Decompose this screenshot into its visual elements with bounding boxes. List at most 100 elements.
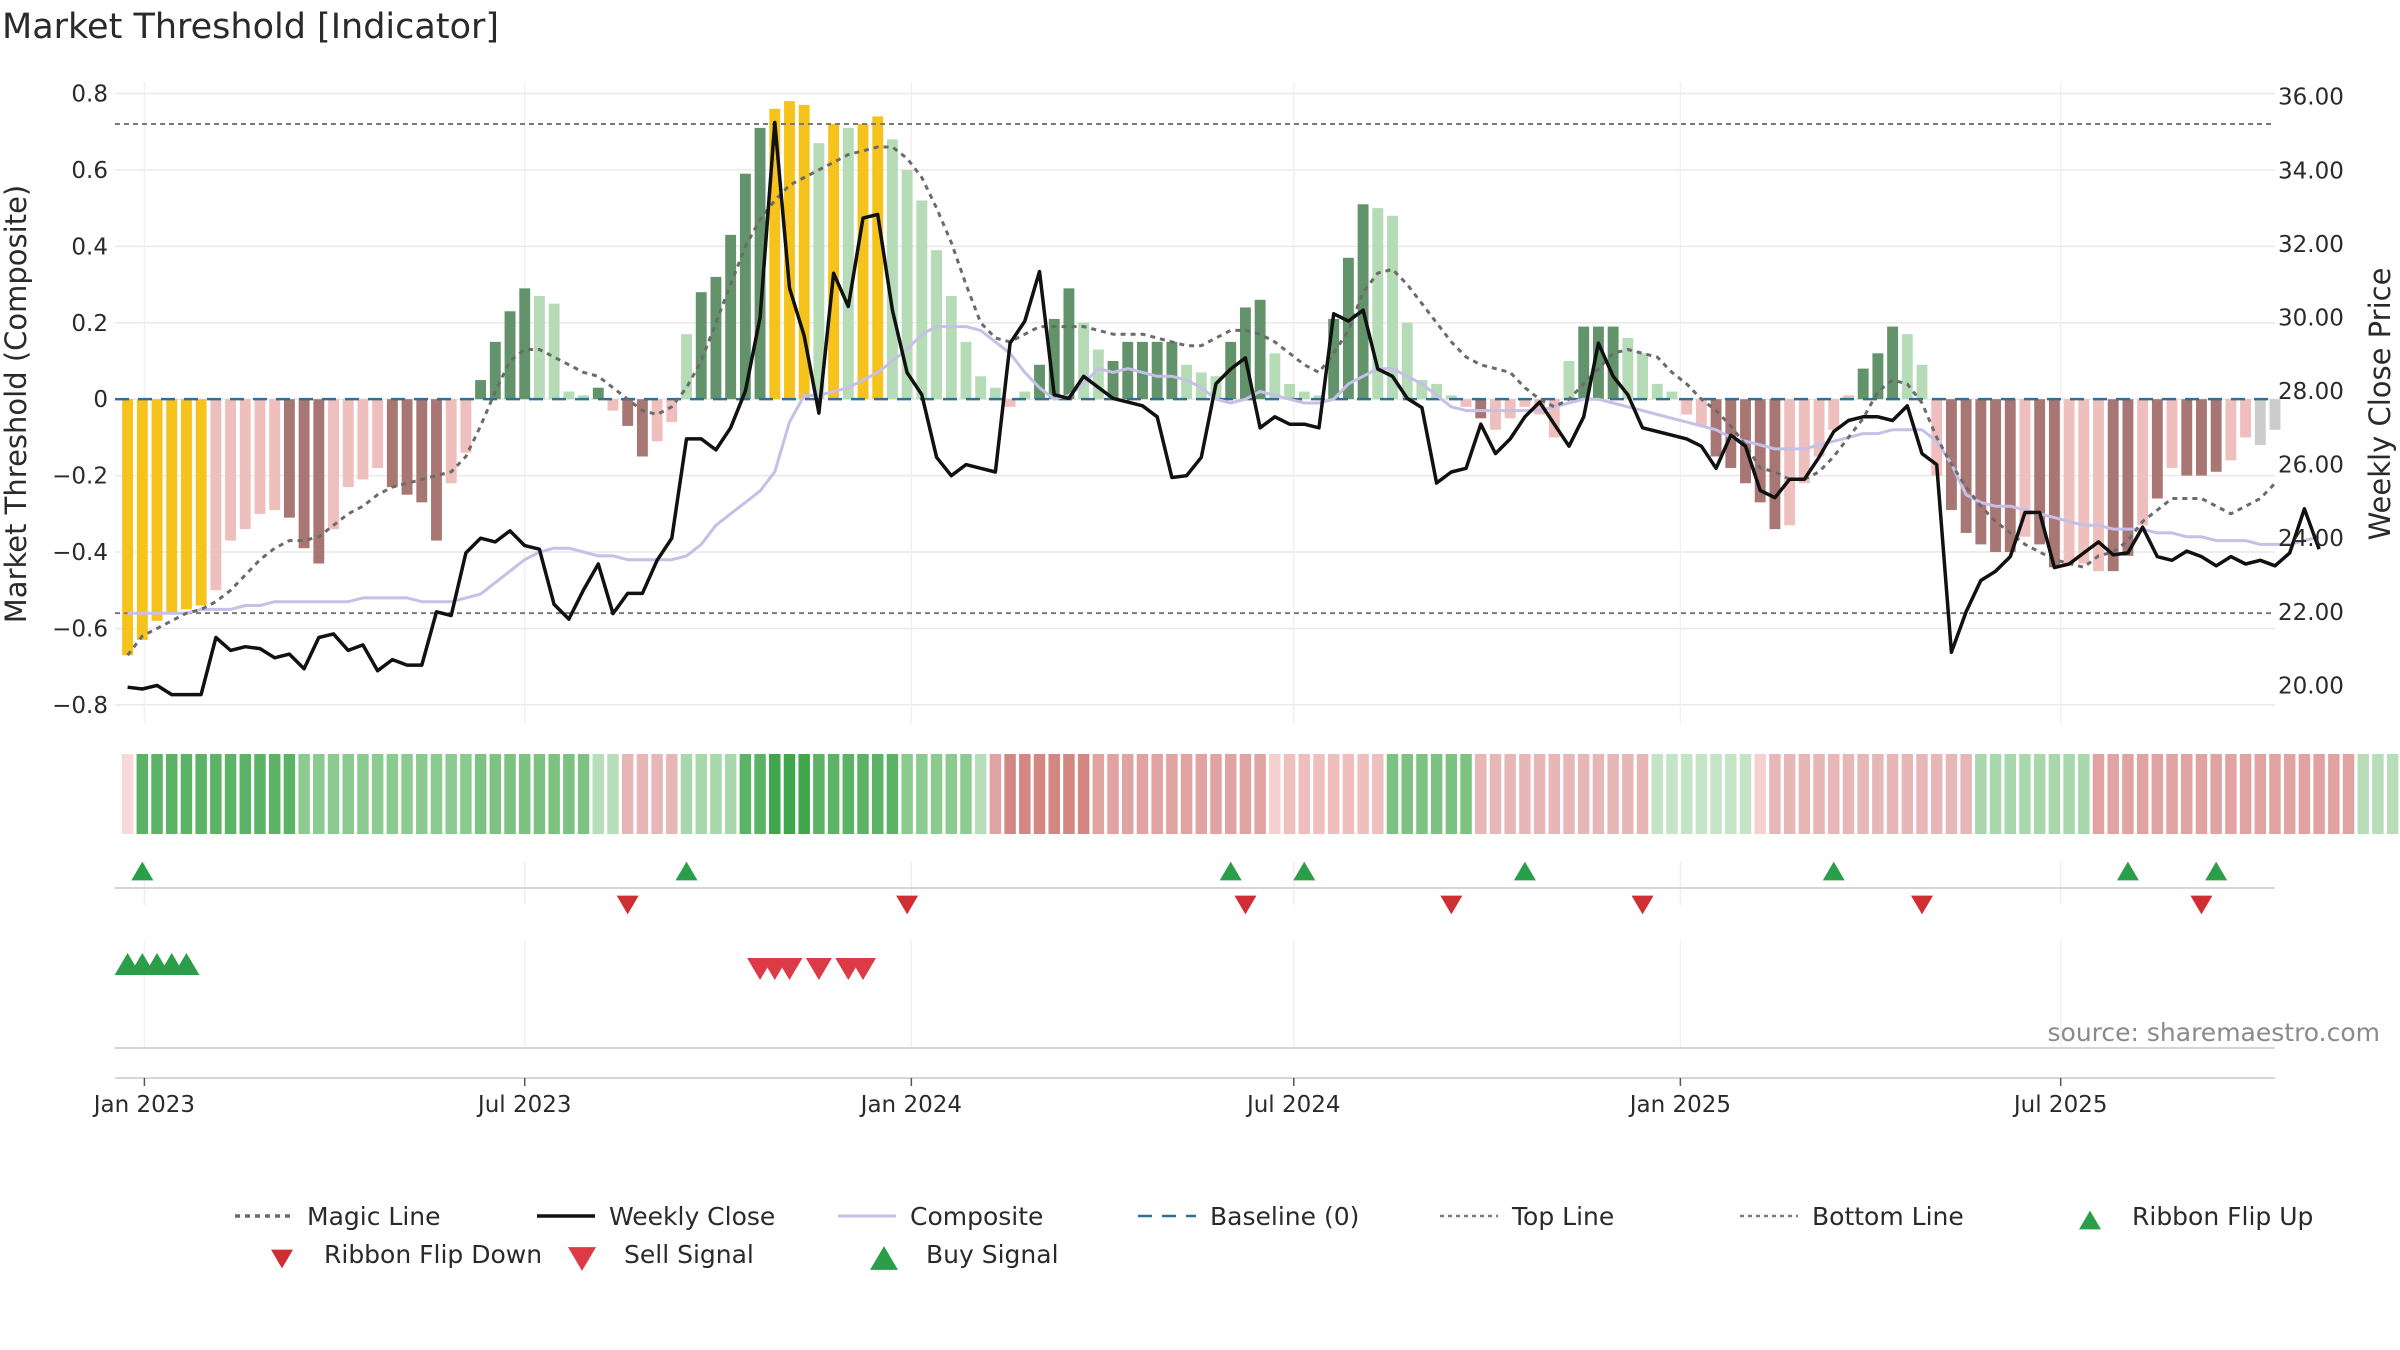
ribbon-cell	[1019, 754, 1031, 834]
ribbon-flip-down-marker	[1440, 895, 1463, 915]
composite-bar	[1945, 399, 1957, 510]
y2-tick-label: 30.00	[2278, 305, 2344, 331]
y2-tick-label: 22.00	[2278, 600, 2344, 626]
composite-bar	[2034, 399, 2046, 545]
composite-bar	[960, 341, 972, 400]
ribbon-flip-down-marker	[2190, 895, 2213, 915]
composite-bar	[342, 399, 354, 488]
ribbon-cell	[357, 754, 369, 834]
composite-bar	[166, 399, 178, 614]
ribbon-cell	[1151, 754, 1163, 834]
composite-bar	[784, 101, 795, 400]
ribbon-flip-down-marker	[616, 895, 639, 915]
composite-bar	[2225, 399, 2237, 461]
ribbon-cell	[136, 754, 149, 834]
ribbon-cell	[1254, 754, 1266, 834]
ribbon-cell	[1563, 754, 1575, 834]
y-tick-label: −0.8	[52, 693, 108, 719]
ribbon-cell	[151, 754, 163, 834]
composite-bar	[563, 391, 575, 400]
composite-bar	[1342, 257, 1354, 400]
composite-bar	[313, 399, 325, 564]
ribbon-cell	[1666, 754, 1678, 834]
ribbon-cell	[2357, 754, 2369, 834]
ribbon-flip-down-marker	[1234, 895, 1257, 915]
composite-bar	[1298, 391, 1310, 400]
composite-bar	[475, 380, 487, 400]
composite-bar	[2093, 399, 2104, 572]
composite-bar	[2078, 399, 2090, 564]
ribbon-cell	[239, 754, 252, 834]
buy-signal-marker	[173, 952, 200, 976]
ribbon-cell	[577, 754, 590, 834]
ribbon-cell	[916, 754, 928, 834]
ribbon-cell	[2269, 754, 2281, 834]
y-tick-label: −0.2	[52, 464, 108, 490]
ribbon-cell	[1489, 754, 1502, 834]
ribbon-cell	[210, 754, 222, 834]
ribbon-cell	[2225, 754, 2237, 834]
composite-bar	[828, 124, 840, 400]
ribbon-cell	[1695, 754, 1708, 834]
ribbon-cell	[563, 754, 575, 834]
ribbon-cell	[2195, 754, 2208, 834]
composite-bar	[122, 399, 134, 656]
ribbon-cell	[474, 754, 487, 834]
composite-bar	[622, 399, 634, 426]
composite-bar	[1269, 353, 1281, 400]
y-tick-label: 0.2	[71, 311, 108, 337]
y2-tick-label: 26.00	[2278, 453, 2344, 479]
reference-lines	[115, 123, 2275, 615]
composite-bar	[431, 399, 442, 541]
composite-bars	[122, 101, 2281, 656]
legend-item: Baseline (0)	[1138, 1202, 1359, 1231]
ribbon-cell	[621, 754, 634, 834]
x-tick-label: Jul 2023	[476, 1092, 572, 1118]
composite-bar	[1622, 338, 1634, 400]
composite-bar	[2004, 399, 2016, 553]
composite-bar	[386, 399, 398, 488]
composite-bar	[1960, 399, 1972, 533]
composite-bar	[607, 399, 619, 411]
composite-bar	[533, 296, 545, 400]
ribbon-cell	[798, 754, 810, 834]
y-tick-label: 0	[93, 387, 108, 413]
legend-item: Buy Signal	[870, 1240, 1059, 1270]
ribbon-cell	[1004, 754, 1016, 834]
ribbon-cell	[1725, 754, 1737, 834]
ribbon-cell	[827, 754, 840, 834]
composite-bar	[651, 399, 663, 442]
composite-bar	[1092, 349, 1104, 400]
composite-bar	[636, 399, 648, 457]
ribbon-cell	[1122, 754, 1134, 834]
legend-label: Magic Line	[307, 1202, 441, 1231]
composite-bar	[298, 399, 310, 549]
composite-bar	[2151, 399, 2163, 499]
composite-bar	[1195, 372, 1207, 400]
ribbon-cell	[313, 754, 325, 834]
composite-bar	[2196, 399, 2207, 476]
composite-bar	[1181, 364, 1193, 400]
composite-bar	[195, 399, 207, 606]
y-axis-left: 0.8 0.6 0.4 0.2 0 −0.2 −0.4 −0.6 −0.8	[52, 81, 108, 718]
composite-bar	[489, 341, 501, 400]
composite-bar	[519, 288, 531, 400]
y2-tick-label: 32.00	[2278, 232, 2344, 258]
composite-bar	[1504, 399, 1516, 419]
ribbon-cell	[180, 754, 193, 834]
composite-bar	[1284, 383, 1295, 400]
ribbon-cell	[592, 754, 605, 834]
composite-bar	[1887, 326, 1899, 400]
ribbon-flip-panel	[115, 861, 2275, 915]
ribbon-cell	[2210, 754, 2222, 834]
composite-bar	[1019, 391, 1031, 400]
ribbon-flip-up-marker	[675, 861, 698, 881]
ribbon-cell	[813, 754, 825, 834]
ribbon-cell	[710, 754, 722, 834]
ribbon-cell	[460, 754, 472, 834]
legend-item: Ribbon Flip Up	[2079, 1202, 2313, 1231]
composite-bar	[2122, 399, 2134, 556]
ribbon-cell	[1224, 754, 1237, 834]
ribbon-flip-up-marker	[1822, 861, 1845, 881]
ribbon-cell	[2166, 754, 2178, 834]
